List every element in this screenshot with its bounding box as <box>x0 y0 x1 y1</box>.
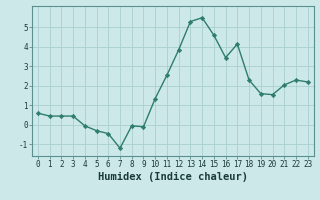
X-axis label: Humidex (Indice chaleur): Humidex (Indice chaleur) <box>98 172 248 182</box>
